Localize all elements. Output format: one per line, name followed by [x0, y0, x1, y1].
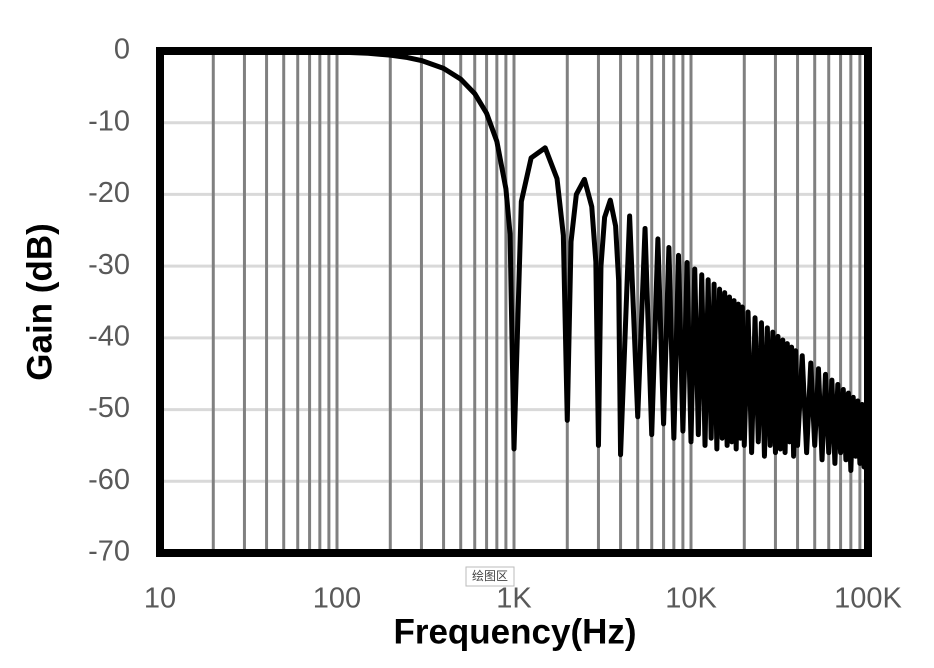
y-tick-label: -10: [88, 105, 130, 137]
x-tick-label: 10: [144, 583, 176, 615]
y-tick-label: -40: [88, 321, 130, 353]
y-tick-label: -30: [88, 249, 130, 281]
line: [159, 48, 871, 474]
y-tick-label: -60: [88, 464, 130, 496]
annotation: 绘图区: [472, 568, 508, 583]
x-tick-label: 100: [313, 583, 361, 615]
x-tick-label: 1K: [496, 583, 532, 615]
y-tick-label: -50: [88, 392, 130, 424]
x-axis-title: Frequency(Hz): [393, 612, 636, 651]
x-tick-label: 10K: [665, 583, 717, 615]
x-tick-label: 100K: [834, 583, 902, 615]
annotation-box: [465, 566, 515, 587]
y-axis-title: Gain (dB): [20, 223, 59, 380]
plot-frame: [156, 47, 872, 557]
y-tick-label: 0: [114, 34, 130, 66]
y-tick-label: -70: [88, 536, 130, 568]
y-tick-label: -20: [88, 177, 130, 209]
